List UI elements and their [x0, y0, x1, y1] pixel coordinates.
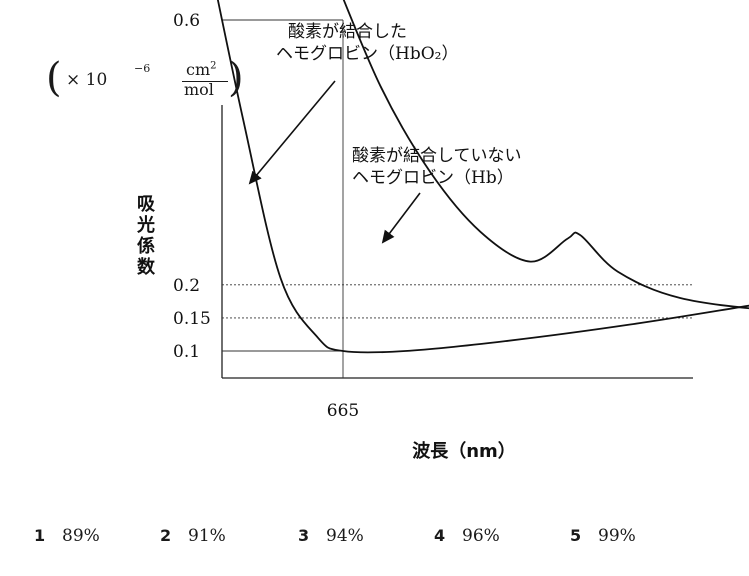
unit-fraction-bar: [182, 81, 228, 82]
axes: [221, 105, 693, 379]
choice-5[interactable]: 5 99%: [570, 521, 636, 551]
unit-prefix: × 10: [66, 70, 108, 90]
x-axis-label: 波長（nm）: [412, 440, 516, 462]
choice-4[interactable]: 4 96%: [434, 521, 500, 551]
annotation-hb-line: ヘモグロビン（Hb）: [352, 168, 514, 188]
choice-number: 1: [34, 526, 46, 545]
y-tick-label: 0.15: [173, 309, 211, 329]
arrow-hb: [381, 192, 421, 244]
y-tick-label: 0.2: [173, 276, 200, 296]
choice-value: 99%: [598, 526, 636, 546]
y-axis-label-char: 数: [137, 256, 156, 278]
annotation-hb-line: 酸素が結合していない: [352, 146, 522, 166]
annotation-hbo2-line: 酸素が結合した: [288, 22, 407, 42]
arrow-hbo2: [248, 80, 336, 185]
choice-value: 96%: [462, 526, 500, 546]
y-tick-label: 0.6: [173, 11, 200, 31]
choice-number: 5: [570, 526, 582, 545]
y-axis-label-char: 係: [137, 235, 155, 257]
choice-value: 89%: [62, 526, 100, 546]
x-tick-label: 665: [327, 401, 359, 421]
y-axis-unit: ( × 10 −6 cm2 mol ): [46, 55, 244, 104]
reference-lines: [222, 19, 693, 378]
tick-labels: 0.60.20.150.1665880吸光係数波長（nm）: [136, 11, 516, 462]
choice-1[interactable]: 1 89%: [34, 521, 100, 551]
annotation-hbo2-line: ヘモグロビン（HbO₂）: [276, 44, 458, 64]
choice-value: 91%: [188, 526, 226, 546]
y-axis-label-char: 光: [136, 214, 155, 236]
choice-number: 2: [160, 526, 172, 545]
choice-number: 4: [434, 526, 446, 545]
choice-number: 3: [298, 526, 310, 545]
unit-close-paren: ): [228, 55, 244, 101]
answer-choices: 1 89% 2 91% 3 94% 4 96% 5 99%: [34, 521, 734, 551]
choice-3[interactable]: 3 94%: [298, 521, 364, 551]
unit-numerator: cm2: [186, 60, 217, 79]
unit-denominator: mol: [184, 80, 214, 99]
unit-exponent: −6: [134, 62, 151, 75]
choice-value: 94%: [326, 526, 364, 546]
unit-open-paren: (: [46, 55, 62, 101]
choice-2[interactable]: 2 91%: [160, 521, 226, 551]
absorption-chart: 0.60.20.150.1665880吸光係数波長（nm） 酸素が結合したヘモグ…: [136, 0, 749, 462]
y-tick-label: 0.1: [173, 342, 200, 362]
curve-hb: [342, 0, 749, 310]
y-axis-label-char: 吸: [137, 194, 156, 215]
